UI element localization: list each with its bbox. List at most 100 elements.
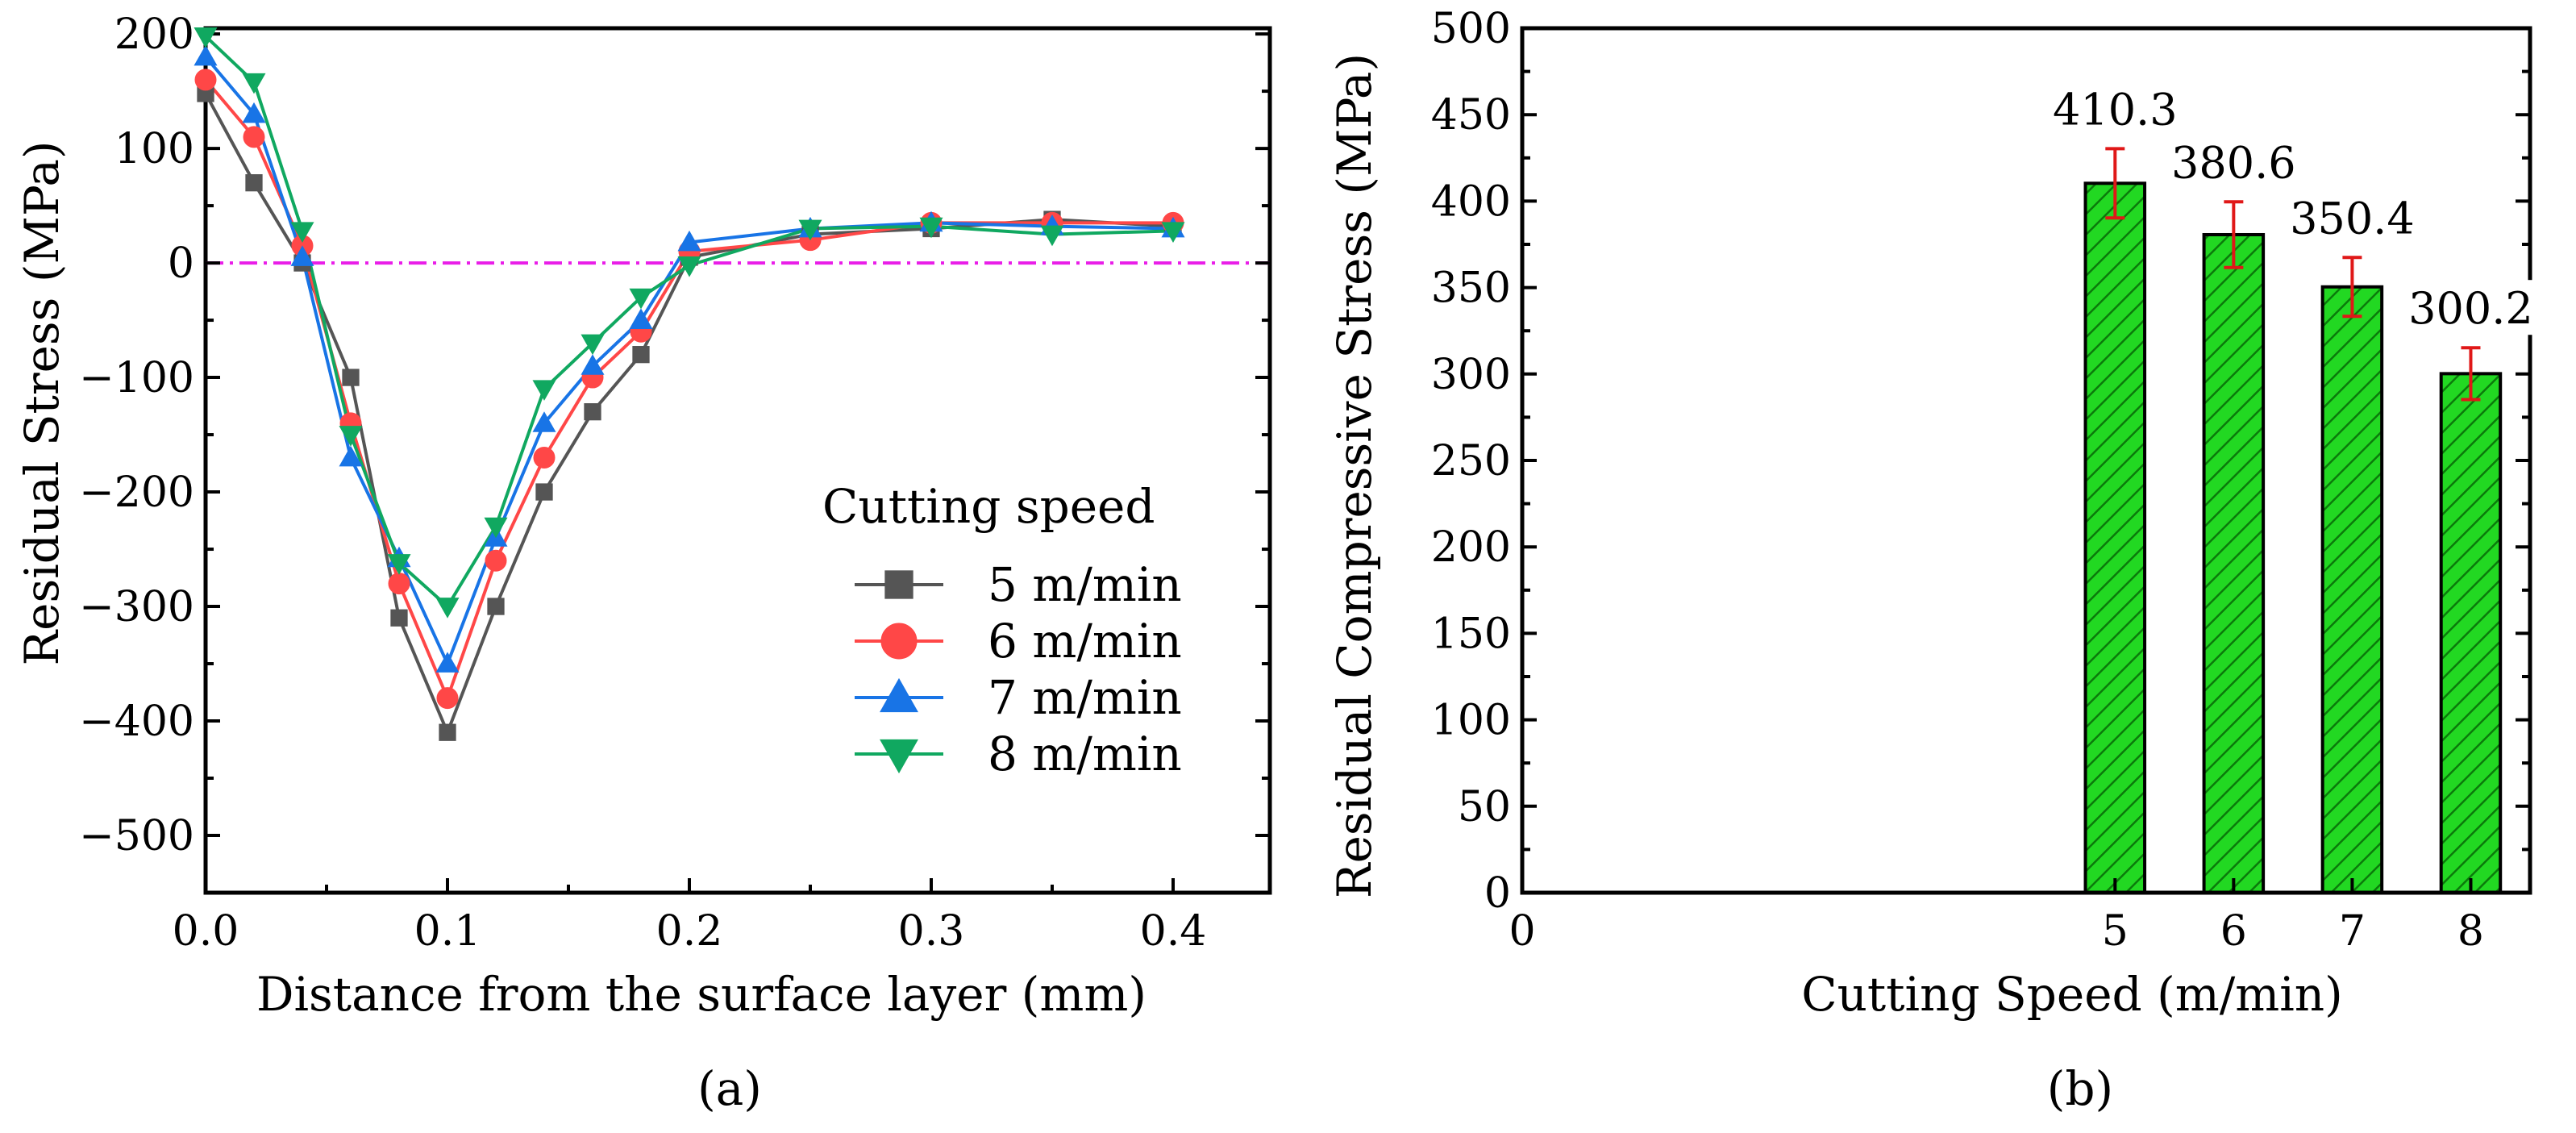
data-point — [1040, 225, 1064, 247]
x-tick-label: 6 — [2220, 907, 2247, 956]
data-point — [584, 403, 601, 421]
y-tick-label: 100 — [1431, 697, 1511, 745]
data-point — [677, 230, 701, 252]
y-tick-label: −500 — [79, 812, 194, 860]
data-point — [677, 256, 701, 277]
data-point — [245, 174, 263, 192]
data-point — [290, 245, 314, 266]
legend-label: 7 m/min — [988, 670, 1182, 725]
y-axis-title: Residual Compressive Stress (MPa) — [1327, 53, 1382, 898]
value-label-bg — [2402, 280, 2540, 335]
y-tick-label: 250 — [1431, 437, 1511, 485]
y-tick-label: 300 — [1431, 351, 1511, 399]
panel-label-a: (a) — [697, 1061, 762, 1116]
data-point — [242, 73, 266, 94]
data-point — [629, 308, 653, 329]
x-origin-tick-label: 0 — [1509, 907, 1535, 956]
bar-chart-panel: 0 50 100 150 200 250 300 350 400 450 500 5 6 7 8 410.3… — [1327, 5, 2540, 1116]
data-point — [194, 69, 217, 91]
y-tick-label: 100 — [114, 125, 194, 173]
value-label-bg — [2283, 190, 2421, 245]
y-tick-label: −100 — [79, 354, 194, 402]
value-label: 350.4 — [2290, 193, 2415, 244]
x-tick-label: 0.0 — [173, 907, 239, 956]
data-point — [487, 598, 505, 615]
y-tick-label: 500 — [1431, 5, 1511, 53]
value-label: 410.3 — [2053, 84, 2178, 135]
data-point — [581, 354, 605, 375]
data-point — [532, 380, 556, 401]
data-point — [387, 554, 411, 575]
data-point — [484, 517, 508, 539]
panel-label-b: (b) — [2047, 1061, 2113, 1116]
y-tick-label: 50 — [1458, 783, 1511, 831]
y-tick-label: 200 — [114, 10, 194, 59]
data-point — [388, 573, 410, 595]
data-point — [632, 346, 650, 364]
y-tick-label: −200 — [79, 469, 194, 517]
x-tick-label: 0.4 — [1140, 907, 1207, 956]
data-point — [1161, 222, 1185, 243]
data-point — [436, 687, 459, 710]
data-point — [533, 446, 556, 469]
x-tick-label: 8 — [2457, 907, 2484, 956]
bar — [2320, 285, 2384, 895]
data-series — [194, 27, 1185, 741]
data-point — [243, 126, 265, 148]
bar — [2202, 232, 2266, 894]
bar — [2083, 181, 2147, 895]
data-point — [194, 44, 218, 66]
data-point — [439, 723, 456, 741]
y-tick-label: 450 — [1431, 91, 1511, 140]
legend-label: 6 m/min — [988, 614, 1182, 669]
data-point — [919, 217, 943, 239]
x-tick-label: 0.2 — [656, 907, 723, 956]
data-point — [629, 288, 653, 310]
y-tick-label: 0 — [1484, 869, 1511, 918]
y-tick-label: −400 — [79, 698, 194, 746]
value-label: 380.6 — [2171, 137, 2296, 188]
x-tick-label: 7 — [2339, 907, 2366, 956]
legend-marker — [880, 739, 918, 774]
data-point — [194, 27, 218, 48]
y-tick-label: 400 — [1431, 177, 1511, 226]
data-point — [390, 609, 408, 627]
legend-label: 5 m/min — [988, 557, 1182, 612]
data-point — [485, 549, 507, 572]
value-label: 300.2 — [2408, 283, 2533, 334]
axis-ticks: 0 50 100 150 200 250 300 350 400 450 500 5 6 7 8 — [1431, 5, 2530, 956]
data-point — [290, 222, 314, 243]
line-chart-panel: 200 100 0 −100 −200 −300 −400 −500 0.0 0.1 0.2 0.3 0… — [15, 10, 1272, 1116]
legend-marker — [880, 623, 918, 660]
data-point — [535, 483, 553, 501]
x-axis-title: Cutting Speed (m/min) — [1801, 967, 2343, 1022]
data-point — [342, 369, 360, 386]
value-label-bg — [2046, 81, 2184, 136]
data-point — [435, 598, 460, 619]
data-point — [339, 426, 363, 447]
x-tick-label: 5 — [2102, 907, 2129, 956]
data-point — [242, 102, 266, 123]
y-tick-label: 350 — [1431, 265, 1511, 313]
legend-title: Cutting speed — [822, 479, 1155, 534]
data-point — [581, 334, 605, 356]
y-tick-label: −300 — [79, 583, 194, 631]
x-tick-label: 0.1 — [414, 907, 481, 956]
y-tick-label: 200 — [1431, 523, 1511, 572]
y-tick-label: 0 — [168, 240, 194, 288]
data-point — [339, 445, 363, 467]
data-point — [532, 411, 556, 432]
bar — [2439, 372, 2503, 894]
x-axis-title: Distance from the surface layer (mm) — [256, 967, 1147, 1022]
value-label-bg — [2165, 134, 2303, 190]
data-point — [798, 219, 822, 241]
x-tick-label: 0.3 — [898, 907, 965, 956]
legend-marker — [884, 570, 913, 599]
axis-ticks: 200 100 0 −100 −200 −300 −400 −500 0.0 0.1 0.2 0.3 0… — [79, 10, 1270, 956]
y-tick-label: 150 — [1431, 610, 1511, 658]
data-point — [435, 652, 460, 673]
y-axis-title: Residual Stress (MPa) — [15, 140, 69, 665]
